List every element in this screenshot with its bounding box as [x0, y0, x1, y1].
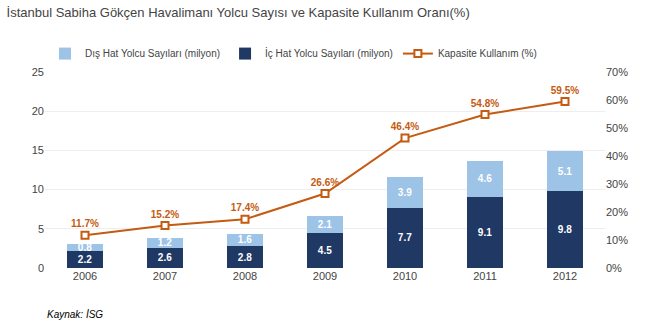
svg-text:2011: 2011	[473, 270, 497, 282]
svg-text:2006: 2006	[73, 270, 97, 282]
svg-text:26.6%: 26.6%	[311, 177, 339, 188]
svg-text:1.2: 1.2	[158, 237, 172, 248]
svg-text:Kapasite Kullanım (%): Kapasite Kullanım (%)	[438, 48, 537, 59]
svg-text:2.2: 2.2	[78, 254, 92, 265]
svg-text:15.2%: 15.2%	[151, 209, 179, 220]
svg-text:9.1: 9.1	[478, 227, 492, 238]
svg-text:7.7: 7.7	[398, 232, 412, 243]
svg-text:20: 20	[32, 105, 44, 117]
svg-text:25: 25	[32, 66, 44, 78]
svg-text:3.9: 3.9	[398, 187, 412, 198]
svg-text:5.1: 5.1	[558, 166, 572, 177]
svg-text:54.8%: 54.8%	[471, 98, 499, 109]
svg-text:İç Hat Yolcu Sayıları (milyon): İç Hat Yolcu Sayıları (milyon)	[265, 47, 393, 59]
svg-text:5: 5	[38, 223, 44, 235]
svg-text:59.5%: 59.5%	[551, 85, 579, 96]
svg-text:2009: 2009	[313, 270, 337, 282]
svg-text:50%: 50%	[606, 122, 628, 134]
svg-text:4.6: 4.6	[478, 173, 492, 184]
svg-text:Dış Hat Yolcu Sayıları (milyon: Dış Hat Yolcu Sayıları (milyon)	[85, 48, 220, 59]
svg-text:1.6: 1.6	[238, 234, 252, 245]
svg-text:46.4%: 46.4%	[391, 121, 419, 132]
svg-text:2.8: 2.8	[238, 252, 252, 263]
svg-text:30%: 30%	[606, 178, 628, 190]
svg-text:70%: 70%	[606, 66, 628, 78]
svg-text:9.8: 9.8	[558, 224, 572, 235]
svg-text:Kaynak: İSG: Kaynak: İSG	[47, 309, 103, 320]
svg-text:2008: 2008	[233, 270, 257, 282]
svg-text:40%: 40%	[606, 150, 628, 162]
svg-text:2.6: 2.6	[158, 252, 172, 263]
svg-text:2010: 2010	[393, 270, 417, 282]
svg-text:11.7%: 11.7%	[71, 218, 99, 229]
svg-text:0: 0	[38, 262, 44, 274]
svg-text:0.8: 0.8	[78, 242, 92, 253]
svg-text:10: 10	[32, 183, 44, 195]
svg-text:20%: 20%	[606, 206, 628, 218]
svg-text:2012: 2012	[553, 270, 577, 282]
svg-text:17.4%: 17.4%	[231, 202, 259, 213]
svg-text:İstanbul Sabiha Gökçen Havalim: İstanbul Sabiha Gökçen Havalimanı Yolcu …	[7, 5, 470, 20]
svg-text:4.5: 4.5	[318, 245, 332, 256]
svg-text:0%: 0%	[606, 262, 622, 274]
svg-text:15: 15	[32, 144, 44, 156]
svg-text:10%: 10%	[606, 234, 628, 246]
svg-text:60%: 60%	[606, 94, 628, 106]
svg-text:2007: 2007	[153, 270, 177, 282]
svg-text:2.1: 2.1	[318, 219, 332, 230]
